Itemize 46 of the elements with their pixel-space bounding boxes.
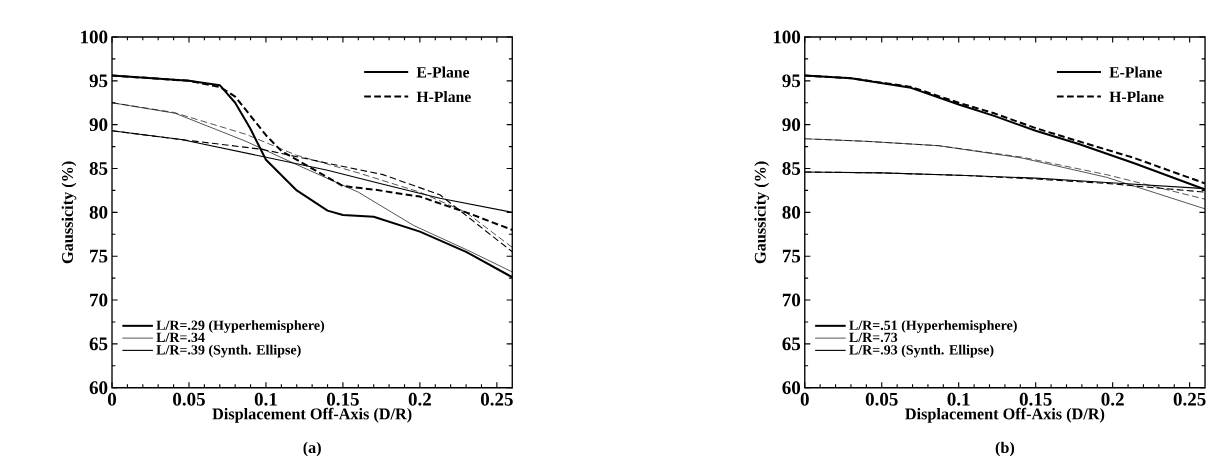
- legend-label: L/R=.39 (Synth. Ellipse): [156, 344, 301, 358]
- annotation: E-Plane: [416, 66, 470, 78]
- annotation: H-Plane: [416, 90, 471, 102]
- text: (b): [995, 441, 1015, 456]
- x-tick-label: 0: [107, 392, 117, 406]
- x-tick-label: 0.2: [1101, 392, 1124, 406]
- legend-label: L/R=.34: [156, 332, 205, 342]
- x-tick-label: 0.1: [947, 392, 970, 406]
- text: (a): [303, 441, 321, 456]
- x-tick-label: 0.05: [173, 392, 205, 406]
- x-tick-label: 0.2: [408, 392, 431, 406]
- x-tick-label: 0.25: [480, 392, 513, 406]
- annotation: E-Plane: [1109, 66, 1162, 78]
- y-tick-label: 90: [782, 118, 801, 131]
- x-tick-label: 0: [800, 392, 809, 406]
- x-tick-label: 0.15: [327, 392, 359, 406]
- annotation: H-Plane: [1109, 90, 1164, 102]
- y-tick-label: 85: [782, 161, 801, 175]
- y-tick-label: 95: [782, 74, 801, 88]
- y-axis-title: Gaussicity (%): [754, 161, 770, 263]
- legend-label: L/R=.93 (Synth. Ellipse): [849, 344, 994, 358]
- y-tick-label: 70: [90, 293, 108, 307]
- y-tick-label: 75: [782, 249, 801, 263]
- y-tick-label: 75: [90, 249, 108, 263]
- y-tick-label: 100: [773, 30, 801, 44]
- x-axis-title: Displacement Off-Axis (D/R): [905, 407, 1105, 423]
- legend-label: L/R=.29 (Hyperhemisphere): [156, 319, 325, 333]
- y-tick-label: 60: [89, 381, 108, 394]
- x-tick-label: 0.15: [1019, 392, 1052, 406]
- x-axis-title: Displacement Off-Axis (D/R): [212, 407, 412, 423]
- y-tick-label: 65: [89, 337, 108, 351]
- y-tick-label: 95: [89, 74, 108, 88]
- y-tick-label: 85: [89, 161, 108, 175]
- y-axis-title: Gaussicity (%): [61, 161, 77, 263]
- y-tick-label: 100: [81, 30, 108, 44]
- x-tick-label: 0.05: [865, 392, 898, 406]
- y-tick-label: 80: [89, 205, 108, 219]
- y-tick-label: 80: [782, 205, 801, 219]
- x-tick-label: 0.25: [1173, 392, 1206, 406]
- y-tick-label: 65: [782, 337, 801, 351]
- y-tick-label: 90: [89, 118, 108, 131]
- x-tick-label: 0.1: [254, 392, 277, 406]
- y-tick-label: 70: [782, 293, 801, 307]
- legend-label: L/R=.73: [849, 332, 898, 342]
- legend-label: L/R=.51 (Hyperhemisphere): [849, 319, 1017, 333]
- y-tick-label: 60: [782, 381, 801, 394]
